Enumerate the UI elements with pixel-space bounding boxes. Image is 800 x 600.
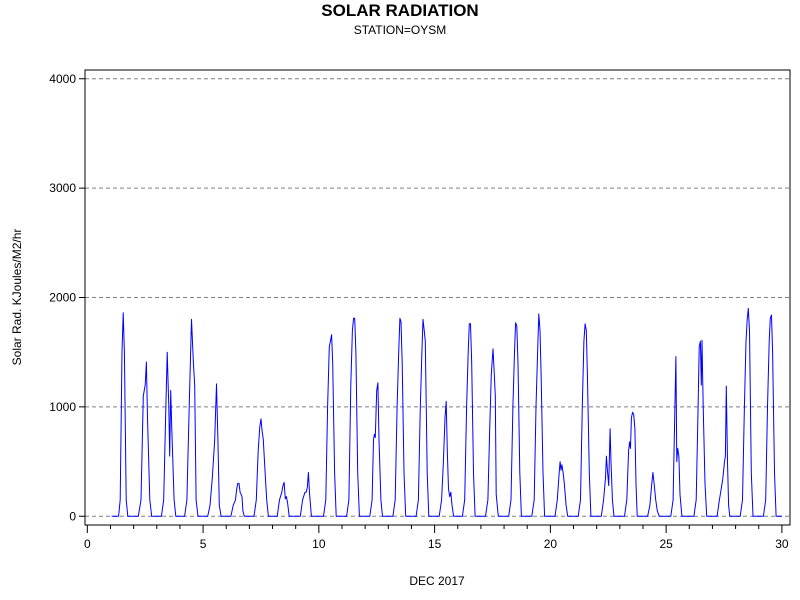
x-tick-label: 10 bbox=[312, 537, 326, 551]
y-tick-label: 1000 bbox=[49, 400, 76, 414]
series-line bbox=[111, 307, 782, 517]
y-axis-title: Solar Rad. KJoules/M2/hr bbox=[10, 229, 24, 366]
x-axis: 0 5 10 15 20 25 30 bbox=[84, 525, 789, 551]
x-tick-label: 25 bbox=[659, 537, 673, 551]
x-tick-label: 0 bbox=[84, 537, 91, 551]
x-tick-label: 5 bbox=[200, 537, 207, 551]
y-tick-label: 3000 bbox=[49, 181, 76, 195]
chart-title: SOLAR RADIATION bbox=[321, 1, 479, 20]
y-tick-label: 0 bbox=[69, 509, 76, 523]
x-tick-label: 20 bbox=[544, 537, 558, 551]
x-tick-label: 15 bbox=[428, 537, 442, 551]
x-axis-title: DEC 2017 bbox=[409, 574, 465, 588]
y-tick-label: 2000 bbox=[49, 291, 76, 305]
series-layer bbox=[111, 307, 782, 517]
gridlines bbox=[85, 78, 790, 517]
y-axis: 0 1000 2000 3000 4000 bbox=[49, 72, 85, 523]
x-tick-label: 30 bbox=[775, 537, 789, 551]
chart-subtitle: STATION=OYSM bbox=[353, 23, 447, 37]
y-tick-label: 4000 bbox=[49, 72, 76, 86]
